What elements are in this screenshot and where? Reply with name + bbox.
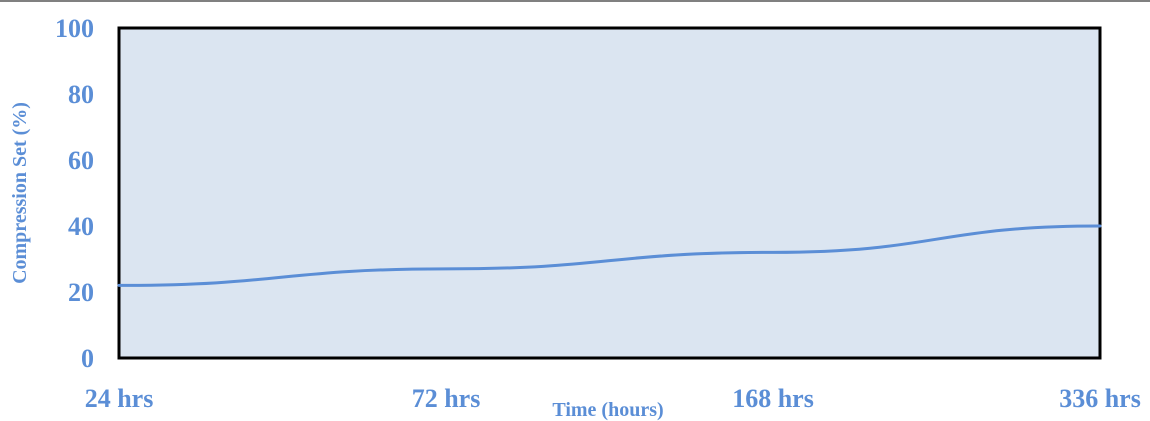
plot-area — [117, 26, 1102, 360]
series-line — [117, 224, 1102, 287]
x-tick-label: 168 hrs — [732, 384, 814, 413]
y-axis-ticks: 0 20 40 60 80 100 — [55, 14, 94, 373]
x-axis-title: Time (hours) — [552, 399, 663, 421]
x-tick-label: 24 hrs — [85, 384, 154, 413]
y-tick-label: 20 — [68, 278, 94, 307]
series-group — [117, 224, 1102, 287]
y-axis-title: Compression Set (%) — [9, 102, 31, 284]
y-tick-label: 60 — [68, 146, 94, 175]
x-tick-label: 72 hrs — [412, 384, 481, 413]
y-tick-label: 100 — [55, 14, 94, 43]
x-axis-ticks: 24 hrs 72 hrs 168 hrs 336 hrs — [85, 384, 1141, 413]
y-tick-label: 80 — [68, 80, 94, 109]
y-tick-label: 0 — [81, 344, 94, 373]
y-tick-label: 40 — [68, 212, 94, 241]
x-tick-label: 336 hrs — [1059, 384, 1141, 413]
